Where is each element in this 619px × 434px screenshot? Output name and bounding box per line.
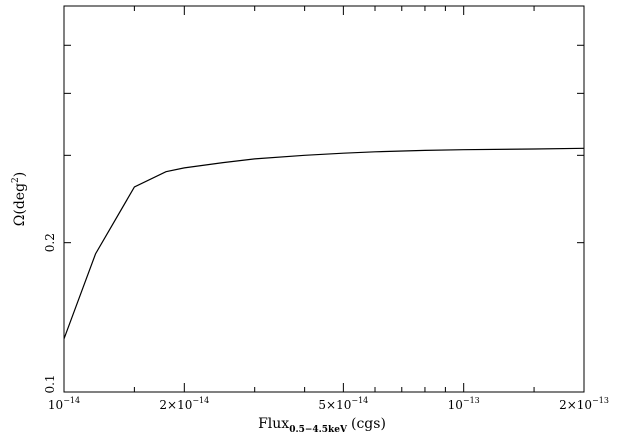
y-axis-label-main: Ω(deg <box>12 183 28 226</box>
y-axis-label-sup: 2 <box>11 177 21 183</box>
plot-frame <box>63 5 585 393</box>
y-axis-label: Ω(deg2) <box>11 172 28 226</box>
y-tick-label: 0.1 <box>43 374 57 393</box>
x-tick-label: 2×10−14 <box>159 396 209 412</box>
series-line <box>63 147 585 340</box>
x-tick-label: 2×10−13 <box>559 396 609 412</box>
x-axis-label-sub: 0.5−4.5keV <box>289 425 348 434</box>
y-axis-label-close: ) <box>12 172 28 177</box>
x-axis-label-unit: (cgs) <box>351 416 386 432</box>
x-tick-label: 10−14 <box>48 396 80 412</box>
x-tick-label: 10−13 <box>448 396 480 412</box>
x-tick-label: 5×10−14 <box>318 396 368 412</box>
y-tick-label: 0.2 <box>43 233 57 252</box>
x-axis-label: Flux0.5−4.5keV (cgs) <box>258 416 386 434</box>
tick-labels-group: 10−14 2×10−14 5×10−14 10−13 2×10−13 0.1 0.2 <box>43 233 609 412</box>
x-axis-label-main: Flux <box>258 416 289 432</box>
ticks-group <box>63 6 585 393</box>
